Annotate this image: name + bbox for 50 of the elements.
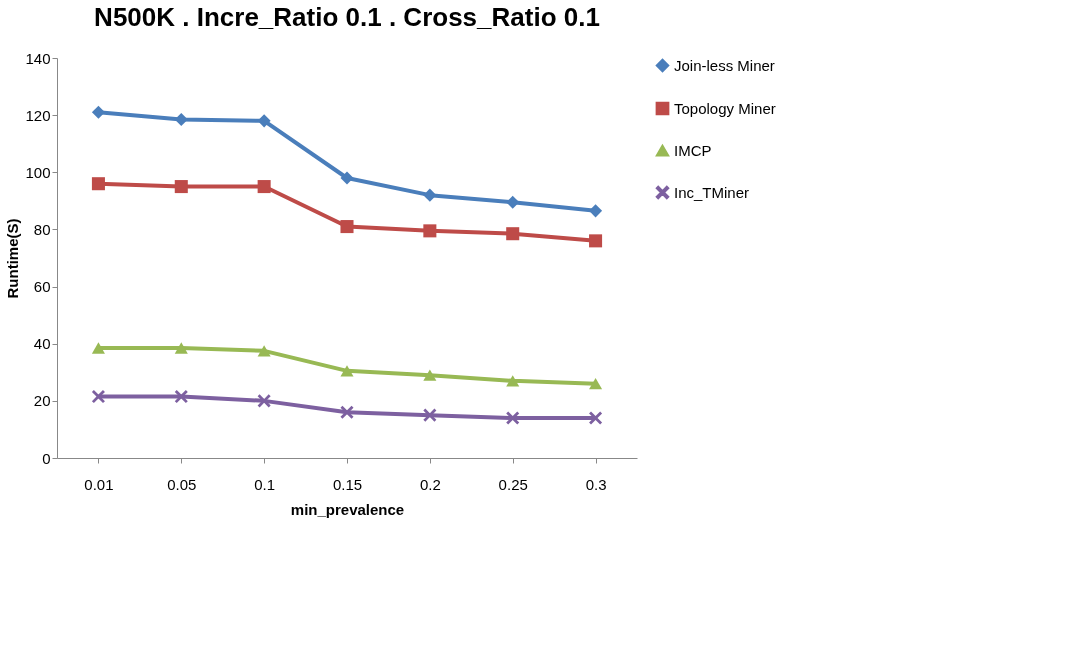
point bbox=[423, 369, 437, 381]
point bbox=[506, 375, 520, 387]
legend-label: Topology Miner bbox=[674, 99, 776, 117]
point bbox=[589, 378, 603, 390]
point bbox=[257, 114, 271, 128]
x-axis-title: min_prevalence bbox=[290, 500, 405, 518]
point bbox=[506, 411, 520, 425]
point bbox=[506, 227, 520, 241]
x-tick-label: 0.05 bbox=[167, 475, 197, 493]
point bbox=[257, 394, 271, 408]
y-tick-label: 20 bbox=[33, 392, 51, 410]
y-axis-title: Runtime(S) bbox=[4, 218, 22, 299]
legend-label: IMCP bbox=[674, 141, 712, 159]
point bbox=[91, 342, 105, 354]
x-tick-label: 0.01 bbox=[84, 475, 114, 493]
legend-label: Join-less Miner bbox=[674, 56, 775, 74]
point bbox=[174, 112, 188, 126]
x-tick-label: 0.25 bbox=[498, 475, 528, 493]
legend-label: Inc_TMiner bbox=[674, 183, 750, 201]
point bbox=[91, 105, 105, 119]
point bbox=[340, 365, 354, 377]
point bbox=[257, 345, 271, 357]
point bbox=[423, 408, 437, 422]
x-tick-label: 0.2 bbox=[419, 475, 441, 493]
y-tick-label: 100 bbox=[25, 163, 51, 181]
y-tick-label: 60 bbox=[33, 278, 51, 296]
point bbox=[91, 390, 105, 404]
point bbox=[340, 171, 354, 185]
y-tick-label: 0 bbox=[42, 449, 51, 467]
x-tick-label: 0.3 bbox=[585, 475, 607, 493]
point bbox=[340, 220, 354, 234]
y-tick-label: 80 bbox=[33, 220, 51, 238]
point bbox=[589, 234, 603, 248]
point bbox=[423, 188, 437, 202]
chart-title: N500K . Incre_Ratio 0.1 . Cross_Ratio 0.1 bbox=[94, 2, 600, 32]
x-tick-label: 0.15 bbox=[332, 475, 363, 493]
y-tick-label: 120 bbox=[25, 106, 51, 124]
point bbox=[174, 390, 188, 404]
point bbox=[423, 224, 437, 238]
point bbox=[340, 405, 354, 419]
point bbox=[257, 180, 271, 194]
point bbox=[174, 180, 188, 194]
point bbox=[506, 195, 520, 209]
x-tick-label: 0.1 bbox=[254, 475, 276, 493]
point bbox=[174, 342, 188, 354]
y-tick-label: 40 bbox=[33, 335, 51, 353]
y-tick-label: 140 bbox=[25, 49, 51, 67]
point bbox=[91, 177, 105, 191]
point bbox=[589, 204, 603, 218]
point bbox=[589, 411, 603, 425]
